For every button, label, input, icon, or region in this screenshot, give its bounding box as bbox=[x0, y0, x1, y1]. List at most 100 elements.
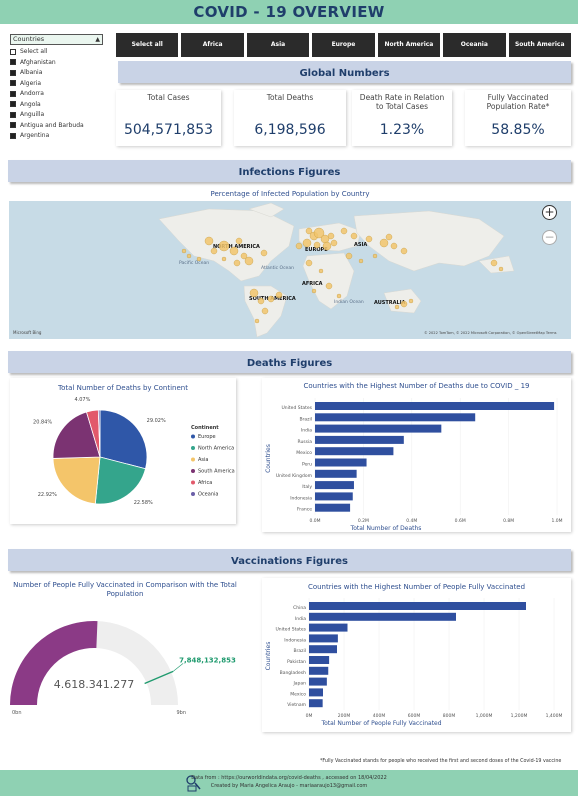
infection-bubble[interactable] bbox=[327, 232, 335, 240]
infection-bubble[interactable] bbox=[345, 252, 353, 260]
infection-bubble[interactable] bbox=[240, 252, 248, 260]
infection-bubble[interactable] bbox=[330, 239, 338, 247]
infection-bubble[interactable] bbox=[318, 268, 324, 274]
gauge-value-arc[interactable] bbox=[10, 621, 98, 705]
infection-bubble[interactable] bbox=[210, 247, 218, 255]
bar[interactable] bbox=[315, 492, 353, 501]
infection-bubble[interactable] bbox=[400, 247, 408, 255]
infection-bubble[interactable] bbox=[196, 256, 202, 262]
bar[interactable] bbox=[315, 503, 351, 512]
legend-item[interactable]: Europe bbox=[198, 434, 216, 440]
infection-bubble[interactable] bbox=[385, 233, 393, 241]
pie-slice-north-america[interactable] bbox=[94, 456, 146, 505]
legend-item[interactable]: North America bbox=[198, 446, 234, 452]
infection-bubble[interactable] bbox=[305, 259, 313, 267]
bar[interactable] bbox=[315, 435, 404, 444]
checkbox[interactable] bbox=[10, 122, 16, 128]
slicer-item[interactable]: Andorra bbox=[10, 89, 104, 100]
checkbox[interactable] bbox=[10, 48, 16, 55]
pie-slice-south-america[interactable] bbox=[52, 411, 101, 459]
checkbox[interactable] bbox=[10, 59, 16, 65]
continent-button-europe[interactable]: Europe bbox=[312, 33, 375, 57]
infection-bubble[interactable] bbox=[267, 295, 275, 303]
checkbox[interactable] bbox=[10, 132, 16, 139]
continent-button-north-america[interactable]: North America bbox=[377, 33, 441, 57]
bar[interactable] bbox=[315, 458, 367, 467]
infection-bubble[interactable] bbox=[218, 240, 230, 252]
pie-slice-europe[interactable] bbox=[99, 409, 148, 470]
infection-bubble[interactable] bbox=[322, 241, 332, 251]
checkbox[interactable] bbox=[10, 90, 16, 97]
infection-bubble[interactable] bbox=[350, 232, 358, 240]
slicer-item[interactable]: Argentina bbox=[10, 131, 104, 142]
infection-bubble[interactable] bbox=[498, 266, 504, 272]
infection-bubble[interactable] bbox=[235, 237, 243, 245]
slicer-item[interactable]: Afghanistan bbox=[10, 58, 104, 69]
infection-bubble[interactable] bbox=[313, 227, 325, 239]
slicer-item[interactable]: Select all bbox=[10, 47, 104, 58]
infection-bubble[interactable] bbox=[313, 241, 321, 249]
infection-bubble[interactable] bbox=[260, 249, 268, 257]
legend-item[interactable]: Asia bbox=[198, 457, 208, 463]
infection-bubble[interactable] bbox=[295, 242, 303, 250]
checkbox[interactable] bbox=[10, 111, 16, 118]
infection-bubble[interactable] bbox=[254, 318, 260, 324]
infection-bubble[interactable] bbox=[358, 258, 364, 264]
infection-bubble[interactable] bbox=[261, 307, 269, 315]
bar[interactable] bbox=[309, 666, 329, 675]
infection-bubble[interactable] bbox=[340, 227, 348, 235]
zoom-out-button[interactable]: − bbox=[542, 230, 557, 245]
bar[interactable] bbox=[309, 699, 323, 708]
bar[interactable] bbox=[315, 481, 354, 490]
legend-item[interactable]: Africa bbox=[198, 480, 212, 486]
checkbox[interactable] bbox=[10, 101, 16, 107]
checkbox[interactable] bbox=[10, 80, 16, 86]
continent-button-asia[interactable]: Asia bbox=[246, 33, 310, 57]
bar[interactable] bbox=[315, 413, 476, 422]
legend-item[interactable]: South America bbox=[198, 469, 235, 475]
infection-bubble[interactable] bbox=[233, 259, 241, 267]
infection-bubble[interactable] bbox=[204, 236, 214, 246]
slicer-item[interactable]: Algeria bbox=[10, 79, 104, 90]
legend-item[interactable]: Oceania bbox=[198, 492, 218, 498]
infection-bubble[interactable] bbox=[400, 300, 408, 308]
bar[interactable] bbox=[309, 656, 330, 664]
bar[interactable] bbox=[309, 623, 348, 632]
infection-bubble[interactable] bbox=[221, 256, 227, 262]
checkbox[interactable] bbox=[10, 69, 16, 76]
bar[interactable] bbox=[309, 612, 456, 621]
infection-bubble[interactable] bbox=[305, 227, 313, 235]
infection-bubble[interactable] bbox=[490, 259, 498, 267]
bar[interactable] bbox=[309, 677, 327, 686]
continent-button-south-america[interactable]: South America bbox=[508, 33, 571, 57]
bar[interactable] bbox=[309, 645, 337, 654]
infection-bubble[interactable] bbox=[390, 242, 398, 250]
infection-bubble[interactable] bbox=[275, 291, 283, 299]
infection-bubble[interactable] bbox=[186, 253, 192, 259]
slicer-item[interactable]: Antigua and Barbuda bbox=[10, 121, 104, 132]
infection-bubble[interactable] bbox=[325, 282, 333, 290]
slicer-item[interactable]: Angola bbox=[10, 100, 104, 111]
infection-bubble[interactable] bbox=[229, 246, 239, 256]
continent-button-africa[interactable]: Africa bbox=[181, 33, 244, 57]
infection-bubble[interactable] bbox=[249, 288, 259, 298]
infection-bubble[interactable] bbox=[365, 235, 373, 243]
bar[interactable] bbox=[315, 447, 394, 456]
continent-button-oceania[interactable]: Oceania bbox=[443, 33, 506, 57]
slicer-item[interactable]: Anguilla bbox=[10, 110, 104, 121]
chevron-up-icon[interactable]: ▲ bbox=[95, 36, 100, 43]
bar[interactable] bbox=[315, 424, 442, 433]
pie-slice-oceania[interactable] bbox=[97, 409, 101, 458]
infection-bubble[interactable] bbox=[181, 248, 187, 254]
bar[interactable] bbox=[309, 634, 338, 643]
infection-bubble[interactable] bbox=[336, 293, 342, 299]
pie-slice-asia[interactable] bbox=[52, 456, 101, 505]
infection-bubble[interactable] bbox=[408, 298, 414, 304]
bar[interactable] bbox=[309, 602, 526, 610]
infection-bubble[interactable] bbox=[379, 238, 389, 248]
countries-dropdown[interactable]: Countries ▲ bbox=[10, 34, 103, 45]
infection-bubble[interactable] bbox=[372, 253, 378, 259]
infection-bubble[interactable] bbox=[257, 297, 265, 305]
bar[interactable] bbox=[315, 469, 357, 478]
zoom-in-button[interactable]: + bbox=[542, 205, 557, 220]
